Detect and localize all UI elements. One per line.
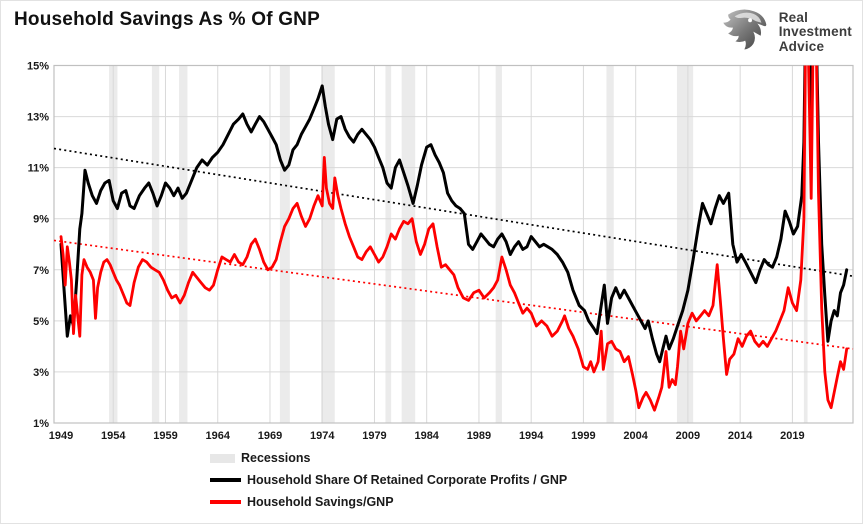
y-tick-label: 15% (27, 61, 49, 73)
legend-label: Recessions (241, 451, 311, 465)
brand-word-advice: Advice (778, 38, 825, 54)
recession-band (401, 65, 416, 423)
axis-labels: 15% 13% 11% 9% 7% 5% 3% 1%1949 1954 1959 1964 1969 1… (27, 61, 805, 443)
legend-item-recessions: Recessions (210, 448, 567, 468)
recessions-swatch-icon (210, 453, 235, 463)
household-savings-series-line (59, 65, 849, 412)
x-tick-label: 1954 (101, 430, 126, 442)
brand-word-real: Real (778, 10, 809, 26)
y-tick-label: 5% (33, 316, 49, 328)
recession-band (321, 65, 335, 423)
recession-band (606, 65, 614, 423)
brand-logo-text: Real Investment Advice (779, 11, 852, 53)
x-tick-label: 1994 (519, 430, 544, 442)
recession-band (279, 65, 290, 423)
x-tick-label: 1974 (310, 430, 335, 442)
x-tick-label: 2014 (728, 430, 753, 442)
recession-band (179, 65, 188, 423)
eagle-logo-icon (720, 6, 772, 59)
legend-item-household-savings: Household Savings/GNP (210, 492, 567, 512)
red-trend-line (53, 239, 854, 350)
x-tick-label: 1999 (571, 430, 595, 442)
recession-band (151, 65, 160, 423)
y-tick-label: 3% (33, 367, 49, 379)
plot-frame (53, 64, 854, 424)
x-tick-label: 1964 (205, 430, 230, 442)
x-tick-label: 2019 (780, 430, 804, 442)
x-tick-label: 1979 (362, 430, 386, 442)
corporate-profits-series-line (59, 65, 849, 364)
legend-label: Household Share Of Retained Corporate Pr… (247, 473, 568, 487)
legend-label: Household Savings/GNP (247, 495, 394, 509)
recession-band (676, 65, 694, 423)
x-tick-label: 1984 (414, 430, 439, 442)
recession-band (495, 65, 502, 423)
x-tick-label: 1989 (467, 430, 491, 442)
y-tick-label: 13% (27, 112, 49, 124)
series-group (59, 65, 849, 412)
black-line-swatch-icon (210, 478, 241, 482)
brand-logo: Real Investment Advice (720, 6, 852, 59)
y-tick-label: 9% (33, 214, 49, 226)
y-tick-label: 1% (33, 418, 49, 430)
x-tick-label: 1949 (49, 430, 73, 442)
x-tick-label: 2009 (676, 430, 700, 442)
page-title: Household Savings As % Of GNP (14, 9, 320, 30)
y-tick-label: 11% (28, 163, 50, 175)
legend-item-corporate-profits: Household Share Of Retained Corporate Pr… (210, 470, 567, 490)
chart-legend: Recessions Household Share Of Retained C… (210, 448, 567, 512)
x-tick-label: 1969 (258, 430, 282, 442)
recession-band (803, 65, 808, 423)
red-line-swatch-icon (210, 500, 241, 504)
y-tick-label: 7% (33, 265, 49, 277)
recession-bands (109, 65, 808, 423)
brand-word-investment: Investment (778, 24, 852, 40)
x-tick-label: 1959 (153, 430, 177, 442)
x-tick-label: 2004 (623, 430, 648, 442)
